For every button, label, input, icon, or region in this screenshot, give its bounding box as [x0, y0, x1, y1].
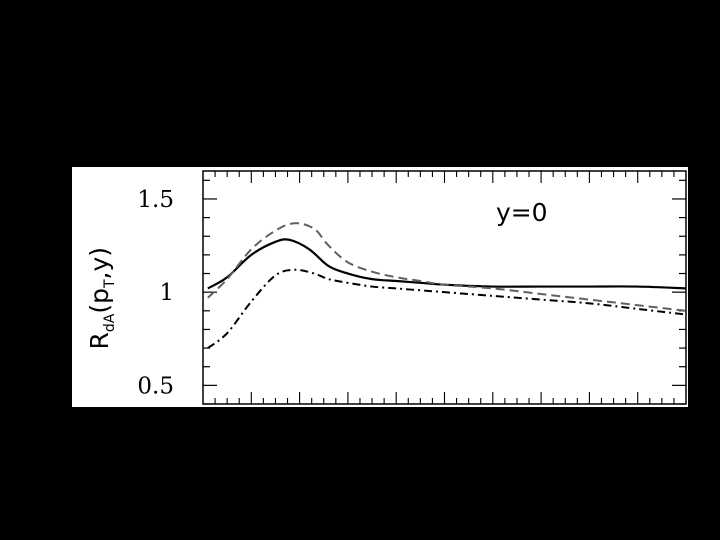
plot-annotation: y=0	[496, 198, 548, 227]
y-axis-label-arg-close: ,y)	[85, 247, 114, 280]
x-ticks	[214, 171, 675, 404]
series-line-dashed	[207, 222, 687, 312]
series-group	[207, 222, 687, 349]
y-tick-label: 0.5	[137, 373, 174, 399]
y-tick-label: 1.5	[137, 187, 174, 213]
y-axis-label-arg-open: (p	[85, 288, 114, 314]
y-tick-labels: 0.5 1 1.5	[137, 187, 174, 399]
chart-figure: 0.5 1 1.5 y=0 RdA(pT,y)	[72, 167, 688, 407]
y-axis-label-base: R	[85, 332, 114, 349]
series-line-solid	[207, 238, 687, 290]
series-line-dashdot	[207, 268, 687, 349]
y-axis-label: RdA(pT,y)	[85, 247, 118, 350]
chart-svg: 0.5 1 1.5 y=0 RdA(pT,y)	[85, 170, 687, 405]
y-axis-label-subscript: dA	[102, 313, 118, 332]
y-axis-label-arg-subscript: T	[102, 279, 118, 289]
y-tick-label: 1	[159, 280, 174, 306]
